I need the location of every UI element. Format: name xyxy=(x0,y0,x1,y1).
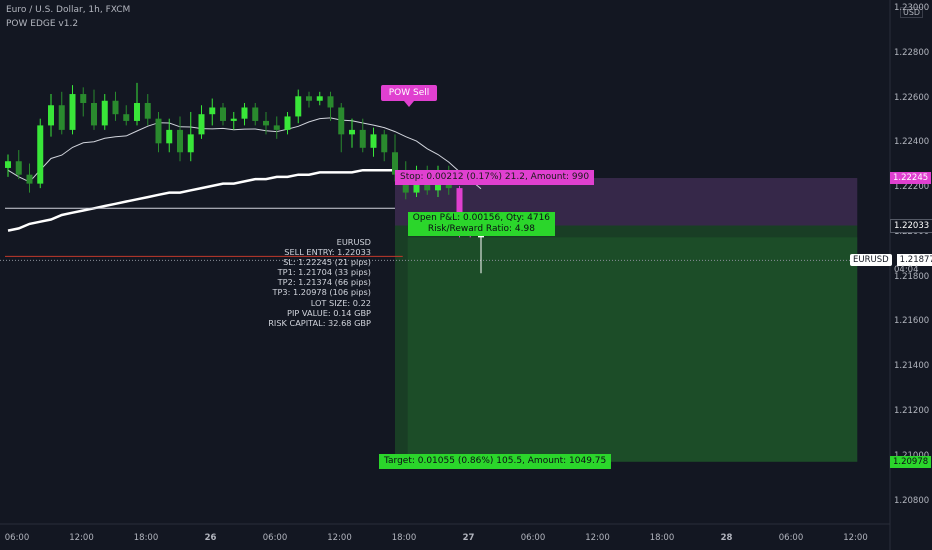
time-tick-label: 06:00 xyxy=(262,533,288,543)
target-price-tag: 1.20978 xyxy=(890,455,932,468)
candle-body xyxy=(263,120,269,126)
time-tick-label: 06:00 xyxy=(4,533,30,543)
candle-body xyxy=(252,107,259,121)
info-line: EURUSD xyxy=(336,237,371,247)
candle-body xyxy=(101,100,108,126)
candle-body xyxy=(26,174,33,184)
open-pnl-text: Open P&L: 0.00156, Qty: 4716 xyxy=(412,212,551,223)
fast-ma-line xyxy=(7,117,482,190)
candle-body xyxy=(295,96,302,117)
info-line: SELL ENTRY: 1.22033 xyxy=(284,247,371,258)
signal-arrow-icon xyxy=(404,101,415,108)
time-tick-label: 12:00 xyxy=(843,533,868,543)
candle-body xyxy=(370,134,377,148)
time-tick-label: 12:00 xyxy=(585,533,610,543)
horizontal-lines xyxy=(0,207,890,261)
bar-countdown: 04:04 xyxy=(894,265,919,276)
candle-body xyxy=(381,134,388,153)
candle-body xyxy=(327,96,334,108)
candle-body xyxy=(392,152,398,175)
time-tick-label: 18:00 xyxy=(649,533,675,543)
current-price-tag: EURUSD 1.21877 xyxy=(850,254,932,267)
candle-body xyxy=(91,103,97,126)
candle-body xyxy=(58,105,65,130)
currency-badge[interactable]: USD xyxy=(900,7,924,18)
price-tick-label: 1.22600 xyxy=(894,92,930,103)
price-tick-label: 1.21600 xyxy=(894,316,930,327)
price-tick-label: 1.20800 xyxy=(894,495,930,506)
sell-signal-label: POW Sell xyxy=(380,85,438,102)
trade-info-block: EURUSD SELL ENTRY: 1.22033 SL: 1.22245 (21… xyxy=(240,237,371,328)
symbol-title[interactable]: Euro / U.S. Dollar, 1h, FXCM xyxy=(6,5,131,15)
moving-averages xyxy=(7,117,482,232)
open-pnl-label[interactable]: Open P&L: 0.00156, Qty: 4716 Risk/Reward… xyxy=(407,211,556,236)
candle-body xyxy=(220,107,226,121)
time-tick-label: 06:00 xyxy=(520,533,546,543)
candle-body xyxy=(230,118,237,121)
time-tick-label: 28 xyxy=(720,533,733,543)
candle-body xyxy=(48,105,54,126)
candle-body xyxy=(80,94,87,104)
candle-body xyxy=(241,107,248,119)
risk-reward-text: Risk/Reward Ratio: 4.98 xyxy=(427,223,535,234)
candle-body xyxy=(15,161,22,175)
position-zones xyxy=(395,178,858,462)
slow-ma-line xyxy=(7,168,395,232)
candle-body xyxy=(273,125,280,130)
time-tick-label: 12:00 xyxy=(327,533,352,543)
price-tick-label: 1.21800 xyxy=(894,271,930,282)
candle-body xyxy=(5,161,11,168)
info-line: RISK CAPITAL: 32.68 GBP xyxy=(268,317,371,328)
candle-body xyxy=(69,94,76,130)
time-tick-label: 12:00 xyxy=(69,533,94,543)
info-line: LOT SIZE: 0.22 xyxy=(310,297,371,308)
price-tick-label: 1.22400 xyxy=(894,137,930,148)
time-tick-label: 18:00 xyxy=(133,533,159,543)
candle-body xyxy=(284,116,291,130)
candle-body xyxy=(209,107,216,115)
indicator-name[interactable]: POW EDGE v1.2 xyxy=(6,19,79,29)
current-symbol-label: EURUSD xyxy=(850,254,892,267)
sell-signal-marker[interactable]: POW Sell xyxy=(380,85,438,108)
candle-body xyxy=(166,129,173,144)
candle-body xyxy=(112,100,119,115)
candle-body xyxy=(177,129,183,153)
time-tick-label: 06:00 xyxy=(778,533,804,543)
price-tick-label: 1.23000 xyxy=(894,2,930,13)
candle-body xyxy=(134,103,140,121)
candle-body xyxy=(187,134,194,153)
candle-body xyxy=(144,103,151,119)
info-line: TP1: 1.21704 (33 pips) xyxy=(277,267,371,278)
candle-body xyxy=(316,96,323,101)
info-line: TP2: 1.21374 (66 pips) xyxy=(277,277,371,288)
stop-price-tag: 1.22245 xyxy=(890,172,932,185)
candle-body xyxy=(349,129,355,135)
candle-body xyxy=(456,188,463,227)
current-price-label: 1.21877 xyxy=(896,254,932,267)
candle-body xyxy=(338,107,345,135)
price-tick-label: 1.22800 xyxy=(894,47,930,58)
time-tick-label: 27 xyxy=(462,533,475,543)
candle-body xyxy=(155,118,162,144)
time-tick-label: 18:00 xyxy=(391,533,417,543)
info-line: SL: 1.22245 (21 pips) xyxy=(283,257,371,268)
candle-body xyxy=(306,96,312,101)
info-line: TP3: 1.20978 (106 pips) xyxy=(272,287,371,298)
time-tick-label: 26 xyxy=(204,533,217,543)
candle-body xyxy=(37,125,44,184)
stop-label[interactable]: Stop: 0.00212 (0.17%) 21.2, Amount: 990 xyxy=(395,170,595,186)
price-tick-label: 1.21200 xyxy=(894,406,930,417)
info-line: PIP VALUE: 0.14 GBP xyxy=(287,307,371,318)
target-label[interactable]: Target: 0.01055 (0.86%) 105.5, Amount: 1… xyxy=(379,453,612,469)
candle-body xyxy=(123,114,130,121)
candle-body xyxy=(359,129,366,148)
entry-price-tag: 1.22033 xyxy=(890,219,932,234)
price-tick-label: 1.21400 xyxy=(894,361,930,372)
candle-body xyxy=(198,114,205,135)
price-tick-label: 1.22200 xyxy=(894,182,930,193)
profit-zone xyxy=(407,237,858,462)
